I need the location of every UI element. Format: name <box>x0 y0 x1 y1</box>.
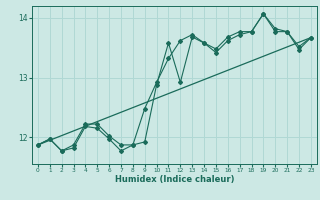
X-axis label: Humidex (Indice chaleur): Humidex (Indice chaleur) <box>115 175 234 184</box>
